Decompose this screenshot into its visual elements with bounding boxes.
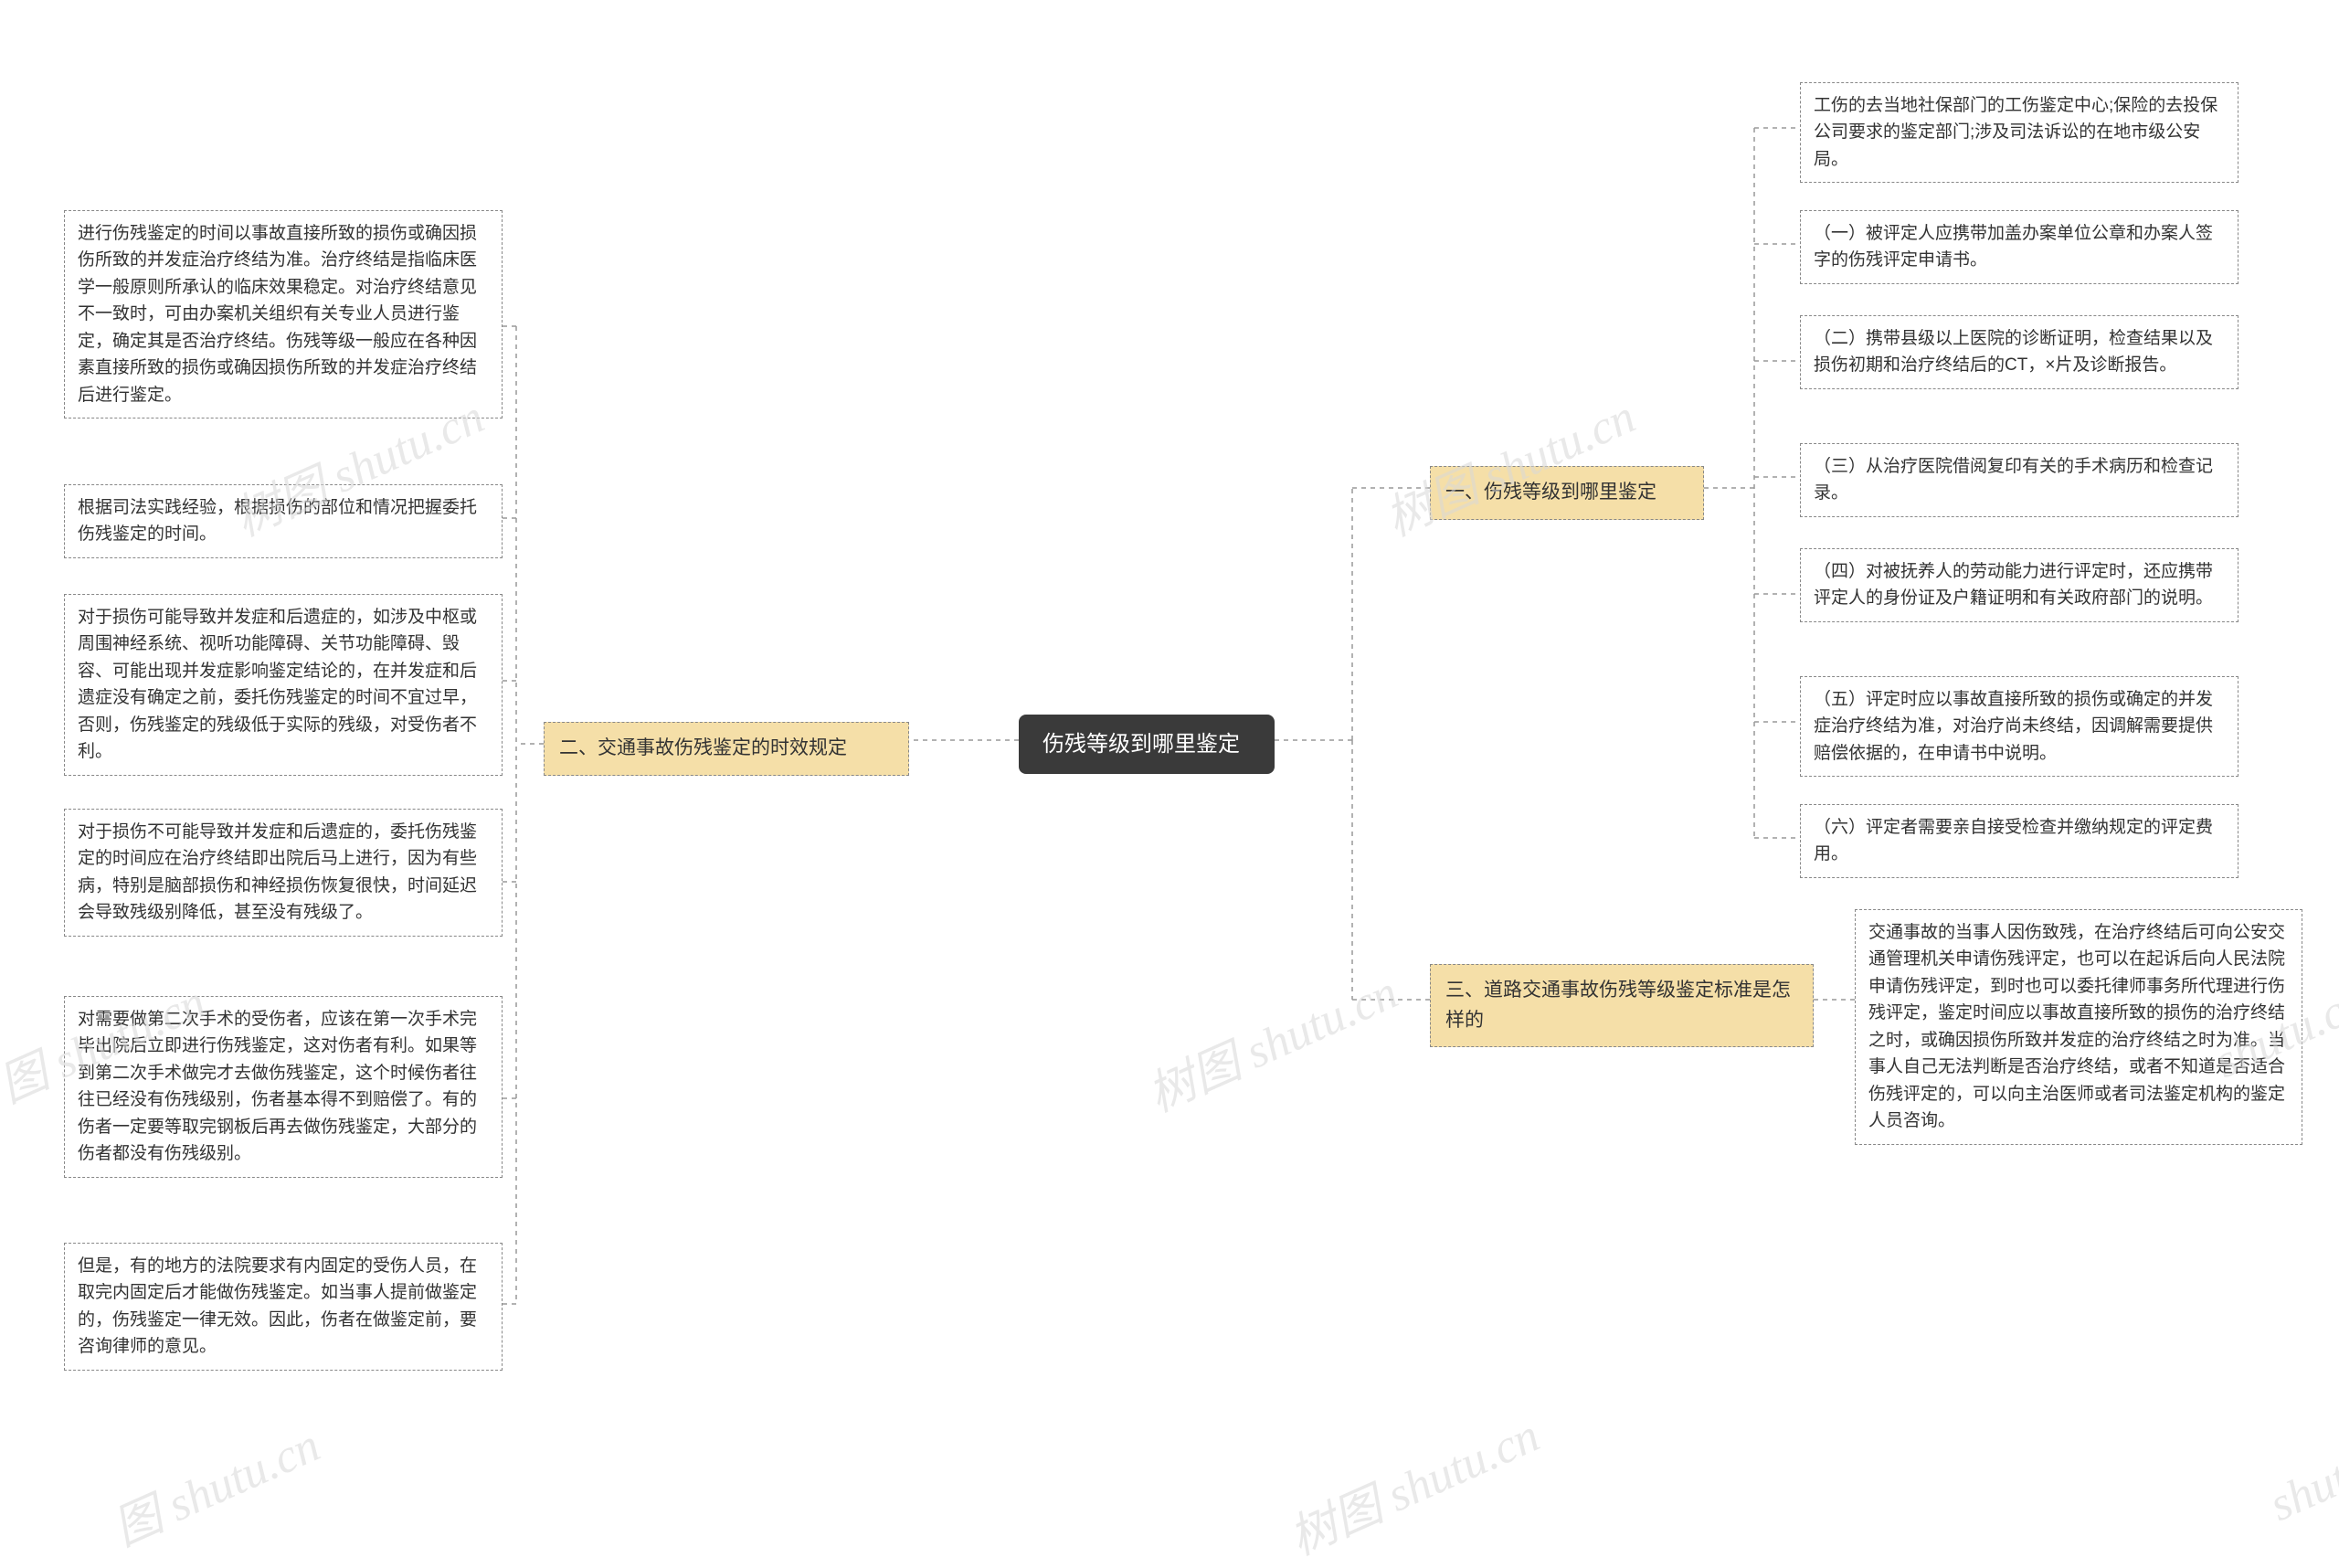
branch-1[interactable]: 一、伤残等级到哪里鉴定 <box>1430 466 1704 520</box>
branch-2[interactable]: 二、交通事故伤残鉴定的时效规定 <box>544 722 909 776</box>
leaf-b1-3: （二）携带县级以上医院的诊断证明，检查结果以及损伤初期和治疗终结后的CT，×片及… <box>1800 315 2238 389</box>
leaf-b1-2: （一）被评定人应携带加盖办案单位公章和办案人签字的伤残评定申请书。 <box>1800 210 2238 284</box>
leaf-b1-4: （三）从治疗医院借阅复印有关的手术病历和检查记录。 <box>1800 443 2238 517</box>
leaf-b1-5: （四）对被抚养人的劳动能力进行评定时，还应携带评定人的身份证及户籍证明和有关政府… <box>1800 548 2238 622</box>
leaf-b3-1: 交通事故的当事人因伤致残，在治疗终结后可向公安交通管理机关申请伤残评定，也可以在… <box>1855 909 2302 1145</box>
leaf-b2-3: 对于损伤可能导致并发症和后遗症的，如涉及中枢或周围神经系统、视听功能障碍、关节功… <box>64 594 503 776</box>
leaf-b2-4: 对于损伤不可能导致并发症和后遗症的，委托伤残鉴定的时间应在治疗终结即出院后马上进… <box>64 809 503 937</box>
leaf-b2-2: 根据司法实践经验，根据损伤的部位和情况把握委托伤残鉴定的时间。 <box>64 484 503 558</box>
leaf-b2-5: 对需要做第二次手术的受伤者，应该在第一次手术完毕出院后立即进行伤残鉴定，这对伤者… <box>64 996 503 1178</box>
branch-3[interactable]: 三、道路交通事故伤残等级鉴定标准是怎样的 <box>1430 964 1814 1047</box>
leaf-b1-6: （五）评定时应以事故直接所致的损伤或确定的并发症治疗终结为准，对治疗尚未终结，因… <box>1800 676 2238 777</box>
watermark: 树图 shutu.cn <box>1372 378 1644 549</box>
leaf-b2-6: 但是，有的地方的法院要求有内固定的受伤人员，在取完内固定后才能做伤残鉴定。如当事… <box>64 1243 503 1371</box>
root-node[interactable]: 伤残等级到哪里鉴定 <box>1019 715 1275 774</box>
leaf-b1-7: （六）评定者需要亲自接受检查并缴纳规定的评定费用。 <box>1800 804 2238 878</box>
watermark: 树图 shutu.cn <box>1276 1397 1548 1568</box>
watermark: 图 shutu.cn <box>101 1406 329 1558</box>
leaf-b1-1: 工伤的去当地社保部门的工伤鉴定中心;保险的去投保公司要求的鉴定部门;涉及司法诉讼… <box>1800 82 2238 183</box>
watermark: 树图 shutu.cn <box>1135 954 1406 1125</box>
watermark: shutu.cn <box>2262 1418 2339 1532</box>
leaf-b2-1: 进行伤残鉴定的时间以事故直接所致的损伤或确因损伤所致的并发症治疗终结为准。治疗终… <box>64 210 503 418</box>
